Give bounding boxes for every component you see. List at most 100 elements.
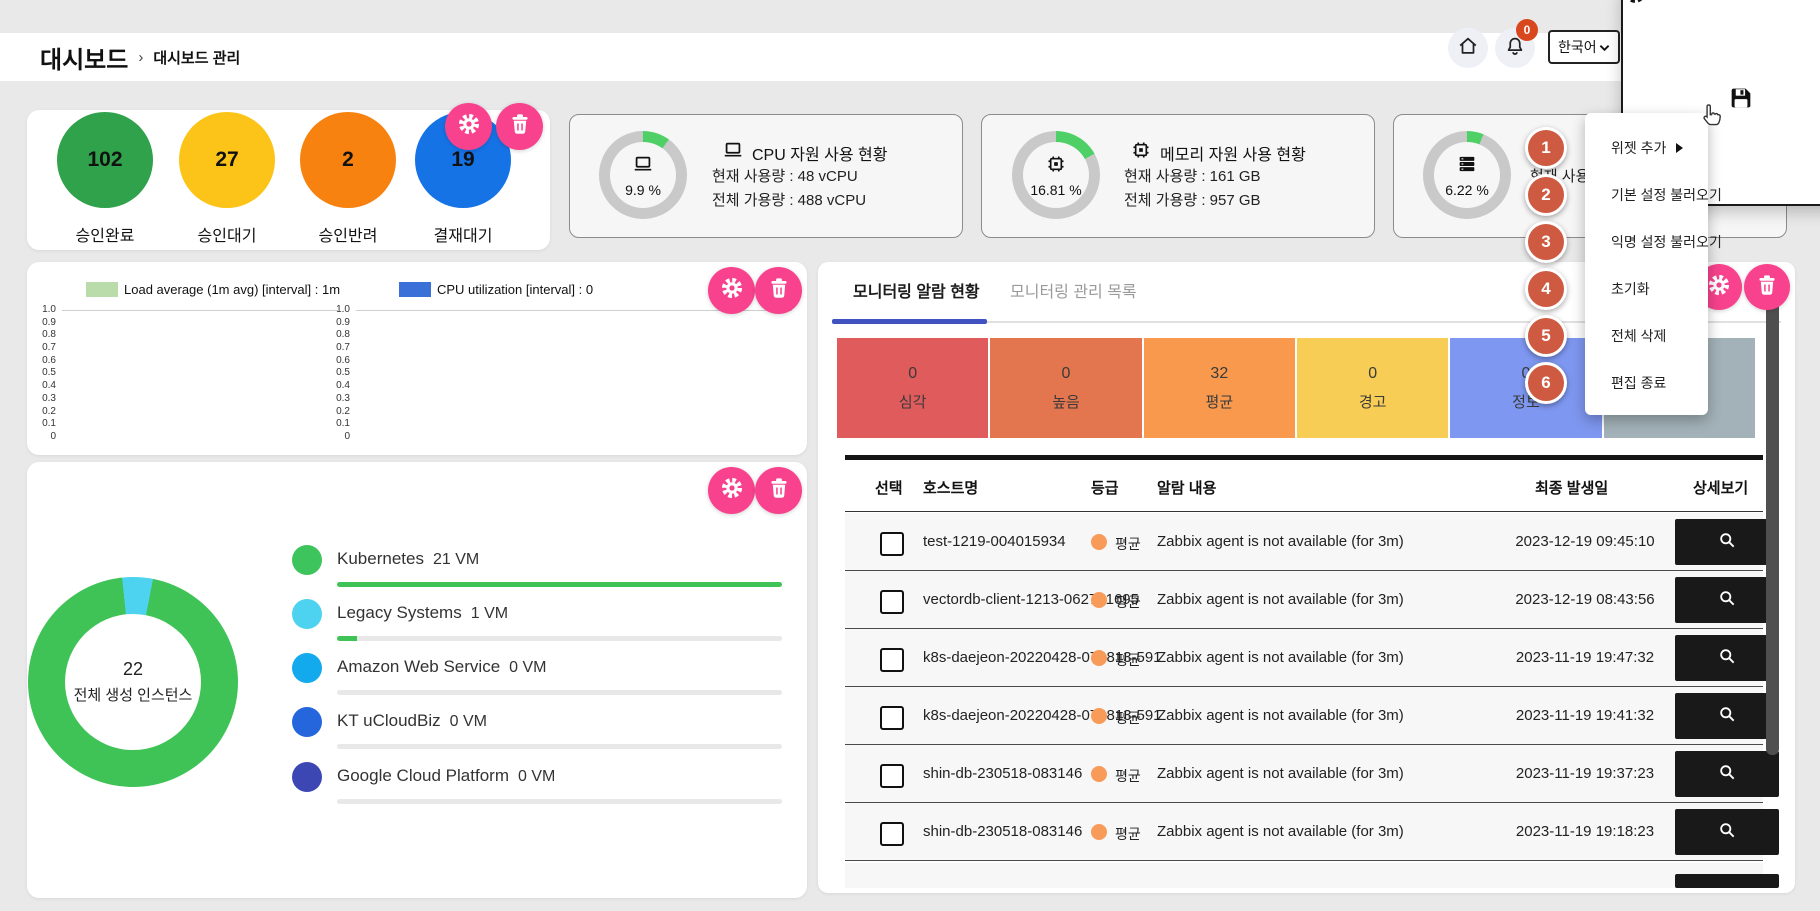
row-checkbox[interactable] bbox=[880, 532, 904, 556]
y-tick: 0.4 bbox=[336, 380, 350, 392]
grade-dot bbox=[1091, 592, 1107, 608]
row-date: 2023-12-19 09:45:10 bbox=[1515, 533, 1655, 550]
y-tick: 0.9 bbox=[42, 316, 56, 328]
step-badge-1: 1 bbox=[1525, 126, 1567, 169]
search-icon bbox=[1717, 820, 1737, 845]
row-checkbox[interactable] bbox=[880, 648, 904, 672]
table-scrollbar[interactable] bbox=[1766, 292, 1779, 755]
memory-usage-percent: 16.81 % bbox=[1030, 181, 1082, 198]
y-tick: 0.1 bbox=[42, 418, 56, 430]
menu-item-load-default-settings[interactable]: 2 기본 설정 불러오기 bbox=[1525, 171, 1722, 218]
save-dashboard-button[interactable] bbox=[1727, 84, 1755, 112]
col-hostname: 호스트명 bbox=[923, 480, 979, 497]
menu-item-load-anonymous-settings[interactable]: 3 익명 설정 불러오기 bbox=[1525, 218, 1722, 265]
load-average-plot bbox=[62, 310, 338, 443]
memory-widget-title: 메모리 자원 사용 현황 bbox=[1160, 146, 1306, 164]
instances-donut-chart bbox=[28, 577, 238, 787]
tab-monitoring-managed-list[interactable]: 모니터링 관리 목록 bbox=[1010, 284, 1137, 301]
menu-item-delete-all[interactable]: 5 전체 삭제 bbox=[1525, 312, 1708, 359]
storage-server-icon bbox=[1456, 153, 1478, 180]
table-row: test-1219-004015934 평균 Zabbix agent is n… bbox=[845, 513, 1779, 571]
menu-item-reset[interactable]: 4 초기화 bbox=[1525, 265, 1708, 312]
detail-view-button[interactable] bbox=[1675, 693, 1779, 739]
detail-view-button[interactable] bbox=[1675, 874, 1779, 888]
detail-view-button[interactable] bbox=[1675, 577, 1779, 623]
detail-view-button[interactable] bbox=[1675, 519, 1779, 565]
instances-widget-settings-button[interactable] bbox=[708, 467, 755, 514]
detail-view-button[interactable] bbox=[1675, 635, 1779, 681]
trash-icon bbox=[766, 275, 792, 306]
instances-widget-delete-button[interactable] bbox=[755, 467, 802, 514]
table-row-partial bbox=[845, 863, 1779, 888]
memory-chip-icon bbox=[1045, 153, 1067, 180]
grade-dot bbox=[1091, 766, 1107, 782]
kt-ucloudbiz-dot bbox=[292, 707, 322, 737]
step-badge-2: 2 bbox=[1525, 173, 1567, 216]
laptop-icon bbox=[722, 139, 744, 166]
table-row: shin-db-230518-083146 평균 Zabbix agent is… bbox=[845, 803, 1779, 861]
legend-count: 0 VM bbox=[517, 768, 556, 785]
approval-widget-delete-button[interactable] bbox=[496, 103, 543, 150]
y-tick: 0.4 bbox=[42, 380, 56, 392]
legend-item-gcp: Google Cloud Platform 0 VM bbox=[292, 755, 792, 809]
header-bar bbox=[0, 33, 1820, 81]
menu-item-label: 전체 삭제 bbox=[1611, 327, 1667, 344]
load-average-legend: Load average (1m avg) [interval] : 1m bbox=[86, 282, 340, 297]
row-alarm-message: Zabbix agent is not available (for 3m) bbox=[1157, 765, 1404, 782]
cpu-utilization-plot bbox=[356, 310, 792, 443]
cpu-utilization-legend: CPU utilization [interval] : 0 bbox=[399, 282, 593, 297]
memory-chip-icon bbox=[1130, 139, 1152, 166]
mouse-cursor-hand-icon bbox=[1697, 102, 1725, 132]
grade-dot bbox=[1091, 534, 1107, 550]
severity-average: 32 평균 bbox=[1143, 338, 1295, 438]
row-checkbox[interactable] bbox=[880, 822, 904, 846]
detail-view-button[interactable] bbox=[1675, 809, 1779, 855]
row-grade: 평균 bbox=[1115, 536, 1141, 552]
trash-icon bbox=[766, 475, 792, 506]
row-checkbox[interactable] bbox=[880, 706, 904, 730]
row-date: 2023-11-19 19:37:23 bbox=[1515, 765, 1655, 782]
approval-widget-settings-button[interactable] bbox=[445, 103, 492, 150]
row-checkbox[interactable] bbox=[880, 764, 904, 788]
menu-item-label: 초기화 bbox=[1611, 280, 1650, 297]
memory-usage-donut: 16.81 % bbox=[1012, 131, 1100, 219]
y-tick: 0.7 bbox=[336, 342, 350, 354]
search-icon bbox=[1717, 588, 1737, 613]
y-tick: 0.6 bbox=[42, 354, 56, 366]
legend-count: 1 VM bbox=[470, 605, 509, 622]
table-row: k8s-daejeon-20220428-074813-591 평균 Zabbi… bbox=[845, 687, 1779, 745]
menu-item-add-widget[interactable]: 1 위젯 추가 bbox=[1525, 124, 1708, 171]
approval-rejected-label: 승인반려 bbox=[318, 228, 378, 245]
home-button[interactable] bbox=[1448, 28, 1488, 68]
severity-critical: 0 심각 bbox=[837, 338, 989, 438]
active-tab-underline bbox=[832, 319, 987, 324]
chart-widget-delete-button[interactable] bbox=[755, 267, 802, 314]
aws-bar bbox=[337, 690, 782, 695]
kubernetes-bar bbox=[337, 582, 782, 587]
legend-name: Legacy Systems bbox=[337, 603, 462, 622]
tab-monitoring-alarms[interactable]: 모니터링 알람 현황 bbox=[853, 284, 980, 301]
menu-item-exit-edit[interactable]: 6 편집 종료 bbox=[1525, 359, 1708, 406]
y-tick: 0.8 bbox=[42, 329, 56, 341]
gear-icon bbox=[1706, 272, 1732, 303]
cpu-chart-y-axis: 1.0 0.9 0.8 0.7 0.6 0.5 0.4 0.3 0.2 0.1 0 bbox=[322, 304, 350, 442]
breadcrumb: 대시보드 › 대시보드 관리 bbox=[40, 33, 240, 81]
legend-item-kubernetes: Kubernetes 21 VM bbox=[292, 538, 792, 592]
menu-item-label: 위젯 추가 bbox=[1611, 139, 1667, 156]
row-date: 2023-11-19 19:47:32 bbox=[1515, 649, 1655, 666]
col-grade: 등급 bbox=[1091, 480, 1119, 497]
row-checkbox[interactable] bbox=[880, 590, 904, 614]
table-row: vectordb-client-1213-062751695 평균 Zabbix… bbox=[845, 571, 1779, 629]
grade-dot bbox=[1091, 650, 1107, 666]
search-icon bbox=[1717, 704, 1737, 729]
chart-widget-settings-button[interactable] bbox=[708, 267, 755, 314]
language-select[interactable]: 한국어 bbox=[1548, 30, 1620, 64]
row-hostname: vectordb-client-1213-062751695 bbox=[923, 591, 1139, 608]
row-hostname: shin-db-230518-083146 bbox=[923, 765, 1083, 782]
legend-name: KT uCloudBiz bbox=[337, 711, 441, 730]
row-hostname: shin-db-230518-083146 bbox=[923, 823, 1083, 840]
detail-view-button[interactable] bbox=[1675, 751, 1779, 797]
monitoring-widget-delete-button[interactable] bbox=[1744, 264, 1790, 310]
cpu-utilization-swatch bbox=[399, 282, 431, 297]
menu-item-label: 기본 설정 불러오기 bbox=[1611, 186, 1722, 203]
